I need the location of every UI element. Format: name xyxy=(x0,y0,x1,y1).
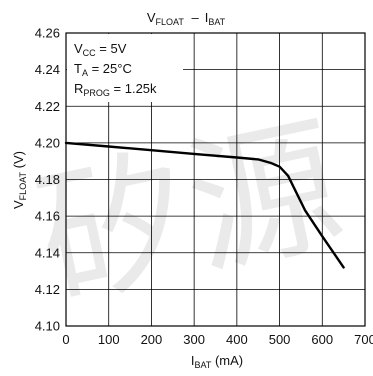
x-tick-label: 100 xyxy=(98,332,120,347)
annotation-text: TA = 25°C xyxy=(74,61,132,78)
y-tick-label: 4.20 xyxy=(35,135,60,150)
y-tick-label: 4.16 xyxy=(35,209,60,224)
y-tick-label: 4.12 xyxy=(35,282,60,297)
y-tick-label: 4.14 xyxy=(35,245,60,260)
y-tick-label: 4.10 xyxy=(35,319,60,334)
watermark: 矽 源 xyxy=(23,97,356,330)
chart-title: VFLOAT – IBAT xyxy=(147,10,226,27)
grid xyxy=(66,33,365,326)
svg-text:矽: 矽 xyxy=(23,129,206,330)
y-tick-label: 4.22 xyxy=(35,99,60,114)
annotation-box: VCC = 5V TA = 25°C RPROG = 1.25k xyxy=(67,34,183,102)
y-tick-labels: 4.26 4.24 4.22 4.20 4.18 4.16 4.14 4.12 4.10 xyxy=(35,26,60,334)
svg-text:源: 源 xyxy=(173,97,356,298)
x-tick-label: 0 xyxy=(62,332,69,347)
annotation-text: RPROG = 1.25k xyxy=(74,81,157,98)
x-tick-labels: 0 100 200 300 400 500 600 700 xyxy=(62,332,373,347)
x-tick-label: 300 xyxy=(183,332,205,347)
series-line xyxy=(64,141,345,269)
y-axis-label: VFLOAT (V) xyxy=(11,151,28,209)
x-tick-label: 200 xyxy=(141,332,163,347)
y-tick-label: 4.18 xyxy=(35,172,60,187)
y-tick-label: 4.26 xyxy=(35,26,60,41)
annotation-text: VCC = 5V xyxy=(74,41,127,58)
annotation-background xyxy=(67,34,183,102)
series-layer xyxy=(64,141,345,269)
x-tick-label: 500 xyxy=(269,332,291,347)
x-tick-label: 400 xyxy=(226,332,248,347)
x-tick-label: 600 xyxy=(311,332,333,347)
x-tick-label: 700 xyxy=(354,332,373,347)
x-axis-label: IBAT (mA) xyxy=(191,353,243,370)
plot-frame xyxy=(65,32,366,327)
y-tick-label: 4.24 xyxy=(35,62,60,77)
